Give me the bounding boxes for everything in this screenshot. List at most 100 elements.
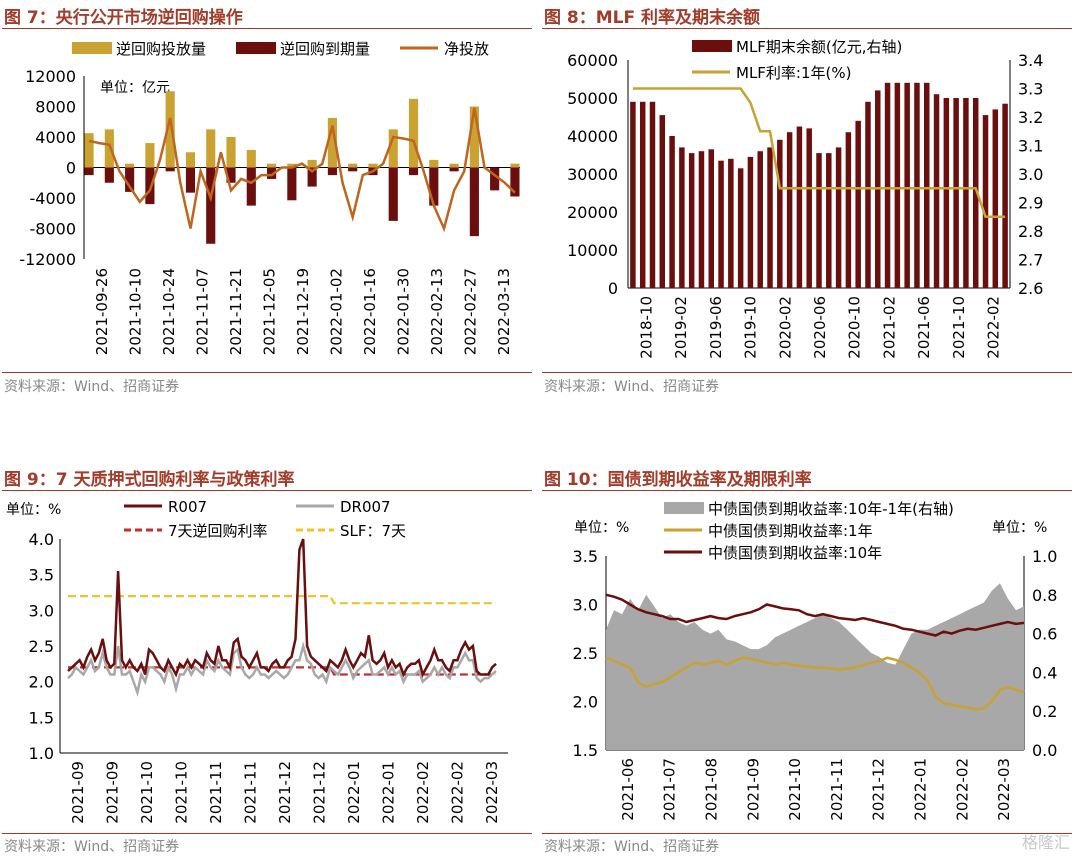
chart-9-ytick-5: 1.5 [29, 708, 54, 727]
chart-8-xtick-0: 2018-10 [637, 296, 655, 359]
chart-10-xtick-5: 2021-11 [828, 758, 846, 821]
chart-7-bar-mature-6 [145, 167, 155, 205]
chart-7-bar-inject-38 [469, 106, 479, 168]
chart-8-source-rule [542, 372, 1072, 373]
chart-8-bar-13 [757, 151, 763, 288]
chart-10-xtick-9: 2022-03 [995, 758, 1013, 821]
chart-7-bar-inject-10 [185, 152, 196, 168]
chart-10-y2tick-5: 0.0 [1032, 741, 1057, 760]
chart-10-ytick-3: 2.0 [573, 693, 598, 712]
chart-7-legend-mature-label: 逆回购到期量 [280, 40, 370, 58]
chart-8-bar-21 [835, 147, 842, 288]
chart-8-bar-16 [786, 132, 793, 288]
chart-7-legend-inject-label: 逆回购投放量 [116, 40, 206, 58]
chart-7-xtick-12: 2022-03-13 [495, 268, 513, 355]
chart-7-bar-mature-20 [287, 167, 297, 201]
chart-7-bar-mature-24 [327, 167, 337, 176]
chart-7-legend-net-label: 净投放 [444, 40, 489, 58]
chart-8-title: 图 8：MLF 利率及期末余额 [544, 8, 761, 28]
chart-8-y2tick-3: 3.1 [1018, 137, 1043, 156]
chart-8-xtick-5: 2020-06 [811, 296, 829, 359]
chart-10-unit-left: 单位：% [574, 520, 629, 536]
chart-8-bar-26 [884, 82, 891, 288]
chart-10-y2tick-4: 0.2 [1032, 702, 1057, 721]
chart-7-xtick-3: 2021-11-07 [193, 268, 211, 355]
chart-8-xtick-1: 2019-02 [672, 296, 690, 359]
chart-7-bar-inject-26 [348, 163, 358, 168]
chart-9-ytick-1: 3.5 [29, 566, 54, 585]
chart-8-bar-9 [718, 160, 724, 288]
chart-8-xtick-4: 2020-02 [776, 296, 794, 359]
chart-10-legend-10y-label: 中债国债到期收益率:10年 [708, 544, 882, 562]
chart-7-xtick-2: 2021-10-24 [160, 268, 178, 355]
chart-8-bar-4 [669, 136, 675, 288]
chart-7-bar-mature-18 [267, 167, 277, 179]
chart-8-y2tick-2: 3.2 [1018, 108, 1043, 127]
chart-9-xtick-1: 2021-09 [104, 761, 122, 824]
chart-7-unit: 单位：亿元 [100, 80, 170, 96]
chart-10-y2tick-1: 0.8 [1032, 586, 1057, 605]
chart-7-bar-mature-12 [206, 167, 216, 244]
chart-7-xtick-0: 2021-09-26 [93, 268, 111, 355]
chart-7-bar-inject-32 [408, 98, 419, 168]
chart-9-xtick-7: 2021-12 [310, 761, 328, 824]
chart-7-bar-inject-4 [125, 163, 135, 168]
chart-7-ytick-1: 8000 [35, 98, 76, 117]
chart-7-xtick-6: 2021-12-19 [294, 268, 312, 355]
chart-7-xtick-7: 2022-01-02 [328, 268, 346, 355]
chart-9-xtick-2: 2021-10 [138, 761, 156, 824]
chart-10-svg: 3.5 3.0 2.5 2.0 1.5 1.0 0.8 0.6 0.4 0.2 0.0 单位：% 单位：… [573, 500, 1058, 821]
chart-7-ytick-5: -8000 [30, 220, 77, 239]
chart-10-legend-1y-label: 中债国债到期收益率:1年 [708, 522, 873, 540]
watermark-logo: 格隆汇 [1021, 833, 1070, 852]
chart-7-bar-mature-26 [348, 167, 358, 172]
chart-8-xtick-3: 2019-10 [742, 296, 760, 359]
chart-8-bar-1 [639, 101, 646, 288]
chart-7-xtick-1: 2021-10-10 [126, 268, 144, 355]
chart-10-xtick-6: 2021-12 [870, 758, 888, 821]
chart-7-source: 资料来源：Wind、招商证券 [4, 379, 180, 395]
chart-8-bar-30 [924, 82, 930, 288]
chart-8-ytick-4: 20000 [567, 203, 618, 222]
chart-7-legend-inject-swatch [72, 42, 112, 54]
chart-7-xtick-11: 2022-02-27 [462, 268, 480, 355]
chart-9-title-rule [2, 490, 532, 491]
chart-8-bar-20 [826, 153, 832, 288]
chart-8-bar-31 [933, 94, 940, 288]
chart-8-bar-27 [894, 82, 901, 288]
chart-8-ytick-6: 0 [608, 279, 618, 298]
chart-7-legend-mature-swatch [236, 42, 276, 54]
chart-8-bar-34 [963, 98, 969, 288]
chart-10-ytick-0: 3.5 [573, 547, 598, 566]
chart-10-y2tick-2: 0.6 [1032, 625, 1057, 644]
chart-8-bar-17 [796, 126, 803, 288]
chart-7-svg: 12000 8000 4000 0 -4000 -8000 -12000 单位：亿元 2021-… [19, 40, 520, 355]
chart-7-bar-mature-10 [185, 167, 196, 193]
chart-7-bar-inject-22 [307, 159, 317, 168]
chart-8-bar-29 [914, 82, 920, 288]
chart-8-bar-36 [982, 115, 989, 288]
chart-8-ytick-3: 30000 [567, 165, 618, 184]
chart-8-bar-35 [972, 98, 979, 288]
chart-9-ytick-4: 2.0 [29, 673, 54, 692]
chart-8-bar-32 [943, 98, 950, 288]
chart-8-legend-rate-label: MLF利率:1年(%) [736, 64, 851, 82]
chart-9-ytick-6: 1.0 [29, 744, 54, 763]
chart-8-ytick-2: 40000 [567, 127, 618, 146]
chart-8-bar-38 [1002, 103, 1008, 288]
chart-10-source: 资料来源：Wind、招商证券 [544, 839, 720, 855]
chart-10-ytick-1: 3.0 [573, 596, 598, 615]
chart-8-y2tick-7: 2.7 [1018, 251, 1043, 270]
chart-9-line-r007 [67, 538, 497, 678]
chart-10-xtick-3: 2021-09 [744, 758, 762, 821]
chart-10-line-10y [605, 593, 1025, 637]
chart-7-bar-mature-22 [307, 167, 317, 187]
chart-8-bar-14 [767, 147, 773, 288]
chart-7-bar-inject-24 [327, 117, 337, 168]
chart-7-bar-mature-42 [510, 167, 520, 197]
chart-7-bar-mature-2 [104, 167, 114, 183]
chart-7-title-rule [2, 28, 532, 29]
chart-9-source: 资料来源：Wind、招商证券 [4, 839, 180, 855]
chart-8-y2tick-5: 2.9 [1018, 194, 1043, 213]
chart-7-bar-mature-38 [469, 167, 479, 237]
